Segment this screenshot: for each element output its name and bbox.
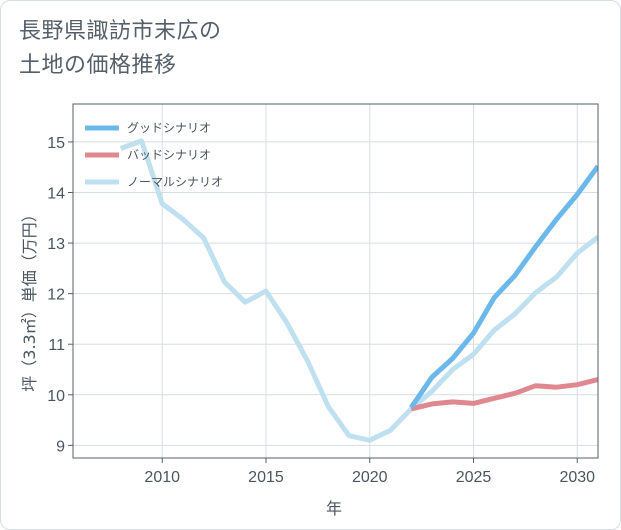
legend-label-good: グッドシナリオ	[127, 121, 211, 135]
y-tick-label: 10	[47, 388, 65, 405]
series-line-bad	[410, 377, 598, 412]
title-line-2: 土地の価格推移	[19, 53, 177, 78]
page-title: 長野県諏訪市末広の 土地の価格推移	[19, 15, 439, 83]
legend-label-bad: バッドシナリオ	[127, 148, 211, 162]
y-tick-label: 15	[47, 135, 65, 152]
series-lines	[119, 138, 598, 443]
y-tick-label: 9	[56, 438, 65, 455]
x-tick-labels: 2010 2015 2020 2025 2030	[144, 458, 595, 486]
x-tick-label: 2025	[456, 469, 492, 486]
x-tick-label: 2015	[248, 469, 284, 486]
y-tick-labels: 9 10 11 12 13 14 15	[47, 135, 73, 455]
x-tick-label: 2010	[144, 469, 180, 486]
y-tick-label: 12	[47, 287, 65, 304]
x-tick-label: 2020	[352, 469, 388, 486]
y-axis-label: 坪（3.3㎡）単価（万円）	[20, 206, 39, 391]
x-axis-label: 年	[326, 499, 342, 518]
y-tick-label: 11	[48, 337, 65, 354]
plot-frame	[72, 103, 599, 459]
series-line-good	[409, 164, 598, 409]
title-line-1: 長野県諏訪市末広の	[19, 19, 222, 44]
y-tick-label: 14	[47, 186, 65, 203]
x-tick-label: 2030	[559, 469, 595, 486]
series-line-normal	[119, 138, 598, 443]
y-tick-label: 13	[47, 236, 65, 253]
legend-label-normal: ノーマルシナリオ	[127, 175, 223, 189]
